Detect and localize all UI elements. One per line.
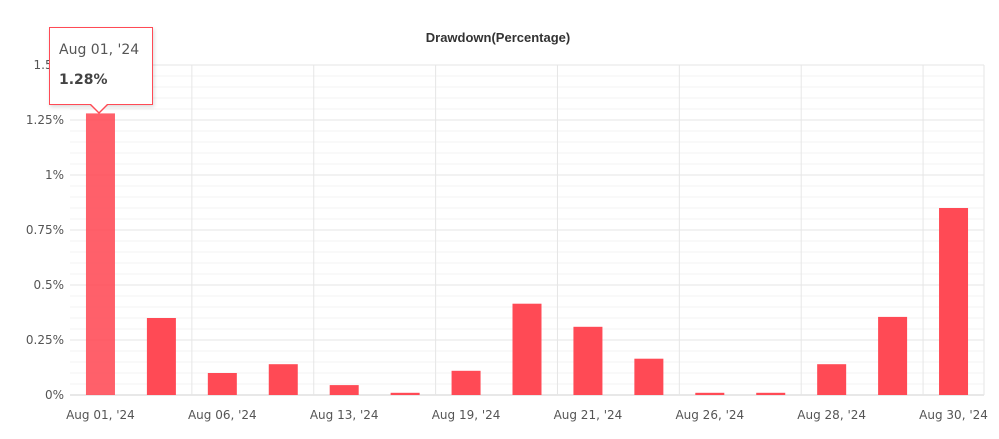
x-tick-label: Aug 30, '24 [919,408,988,422]
bar [939,208,969,395]
x-tick-label: Aug 26, '24 [675,408,744,422]
bar [268,364,298,395]
y-tick-label: 0.75% [26,223,64,237]
y-tick-label: 1.25% [26,113,64,127]
x-tick-label: Aug 21, '24 [554,408,623,422]
bar [878,316,908,395]
y-tick-label: 0.25% [26,333,64,347]
y-tick-label: 0.5% [34,278,65,292]
y-axis-ticks: 0%0.25%0.5%0.75%1%1.25%1.5% [26,58,64,402]
x-tick-label: Aug 06, '24 [188,408,257,422]
y-tick-label: 1% [45,168,64,182]
x-tick-label: Aug 13, '24 [310,408,379,422]
bar [207,373,237,395]
bar [390,392,420,395]
bar [85,113,115,396]
x-tick-label: Aug 19, '24 [432,408,501,422]
bar [695,392,725,395]
tooltip-value: 1.28% [59,72,108,88]
bar [512,303,542,395]
bar [451,370,481,395]
tooltip: Aug 01, '24 1.28% [49,27,153,114]
tooltip-arrow-fill [91,104,107,112]
vertical-gridlines [191,65,985,395]
bars [85,113,969,396]
bar [817,364,847,395]
bar [634,358,664,395]
bar [756,392,786,395]
bar [329,385,359,395]
chart-title: Drawdown(Percentage) [426,30,570,45]
x-axis-ticks: Aug 01, '24 Aug 06, '24 Aug 13, '24 Aug 19,… [66,408,988,422]
y-tick-label: 0% [45,388,64,402]
bar [573,326,603,395]
bar [146,318,176,395]
x-tick-label: Aug 01, '24 [66,408,135,422]
tooltip-date: Aug 01, '24 [59,42,140,58]
x-tick-label: Aug 28, '24 [797,408,866,422]
